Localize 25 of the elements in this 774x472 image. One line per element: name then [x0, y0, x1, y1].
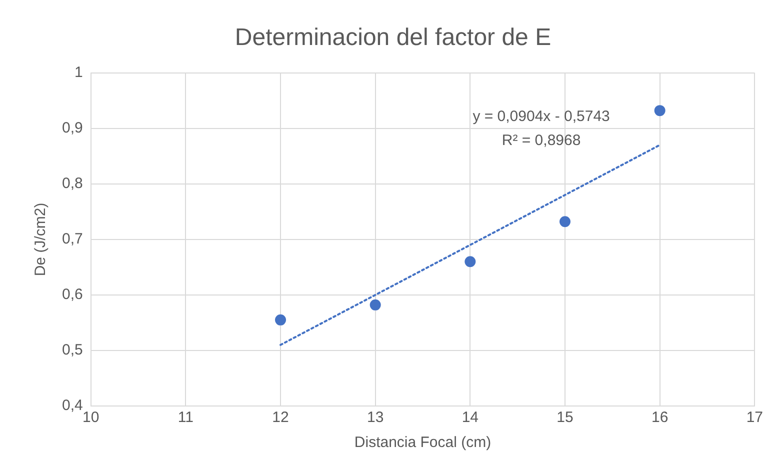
y-tick-label: 0,8: [62, 175, 83, 192]
x-tick-label: 10: [82, 409, 100, 426]
y-tick-label: 0,6: [62, 286, 83, 304]
x-tick-label: 12: [272, 409, 289, 426]
x-tick-label: 16: [651, 409, 668, 426]
x-tick-label: 14: [462, 409, 479, 426]
annotation: y = 0,0904x - 0,5743: [472, 108, 610, 125]
x-tick-label: 11: [178, 409, 194, 426]
y-tick-label: 0,9: [62, 119, 83, 136]
y-axis-title: De (J/cm2): [32, 202, 50, 276]
annotation: R² = 0,8968: [502, 132, 581, 149]
x-tick-label: 15: [556, 409, 574, 426]
x-tick-label: 13: [366, 409, 384, 426]
y-tick-label: 0,4: [62, 397, 83, 414]
point: [464, 256, 476, 268]
point: [560, 216, 570, 228]
y-tick-label: 0,5: [62, 342, 83, 359]
x-axis-title: Distancia Focal (cm): [354, 434, 492, 452]
chart-title: Determinacion del factor de E: [234, 24, 552, 52]
point: [275, 314, 286, 326]
y-tick-label: 1: [74, 64, 83, 81]
x-tick-label: 17: [746, 409, 763, 426]
y-tick-label: 0,7: [62, 230, 83, 248]
point: [654, 105, 666, 116]
point: [370, 299, 381, 310]
